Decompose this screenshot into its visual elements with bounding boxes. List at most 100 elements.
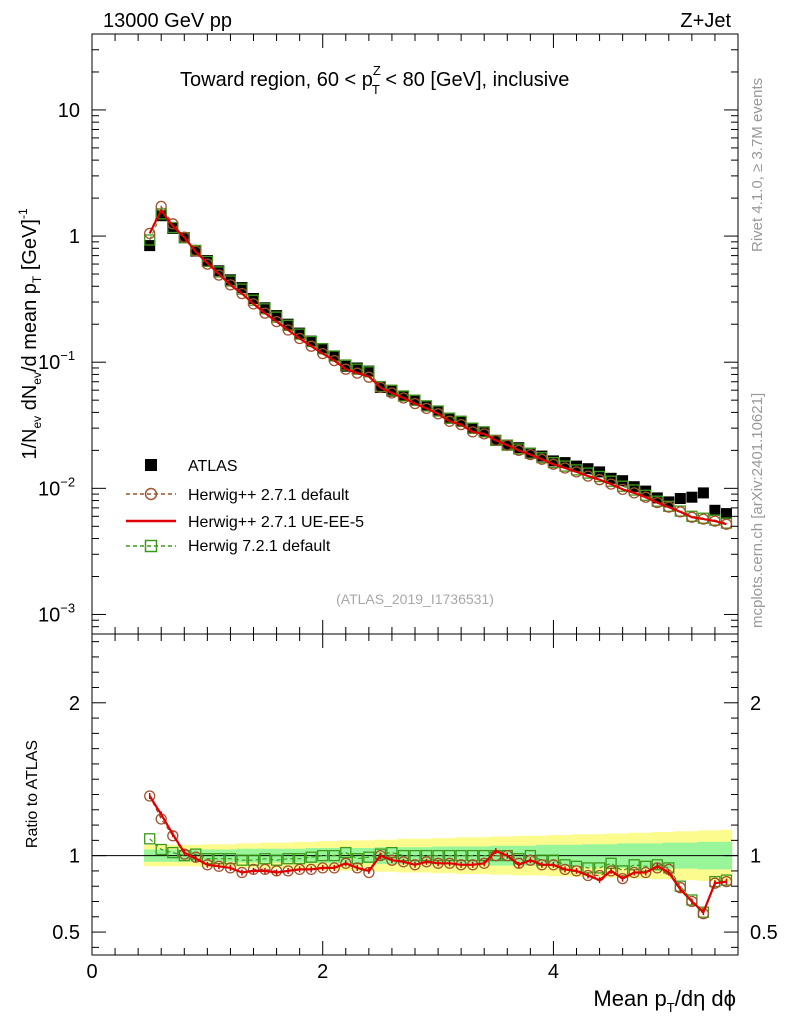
atlas-point (513, 442, 525, 454)
legend-marker-herwig271 (144, 487, 158, 501)
herwig271-point (305, 340, 317, 352)
herwig271-point (386, 387, 398, 399)
herwig721-point (167, 221, 179, 234)
atlas-point (721, 508, 732, 520)
herwig271-point (270, 315, 283, 328)
herwig271-point (524, 448, 537, 461)
atlas-point (524, 447, 536, 459)
ratio-herwig271-point (697, 908, 710, 920)
tick-label-base: 10 (38, 604, 60, 626)
x-axis-label: Mean pT/dη dϕ (593, 986, 736, 1015)
atlas-point (282, 318, 294, 330)
herwig271-point (282, 324, 294, 336)
herwig271-point (593, 474, 606, 486)
herwig271-point (190, 245, 202, 257)
atlas-point (432, 405, 444, 417)
herwig271-point (720, 518, 733, 530)
herwig271-point (628, 487, 640, 499)
herwig271-point (547, 458, 560, 470)
ratio-herwig271-point (501, 849, 513, 862)
herwig721-point (582, 467, 594, 479)
ratio-herwig721-point (340, 846, 352, 859)
herwig271-point (259, 307, 271, 319)
ratio-herwig721-point (467, 849, 479, 862)
atlas-point (271, 310, 283, 322)
ratio-herwig721-point (317, 849, 329, 862)
ratio-herwig271-point (674, 882, 686, 894)
atlas-point (455, 415, 467, 427)
ylabel-sup: -1 (16, 208, 30, 219)
ylabel-sub-2: ev (30, 372, 44, 385)
ratio-herwig721-point (282, 853, 294, 865)
atlas-point (697, 487, 709, 499)
plot-title-sup: Z (373, 63, 381, 78)
x-tick-label: 0 (86, 961, 97, 983)
ylabel-sub-3: T (30, 275, 44, 283)
herwig271-point (513, 444, 525, 457)
herwig271-point (201, 258, 214, 270)
herwig271-point (247, 298, 260, 310)
herwig271-point (490, 434, 502, 447)
tick-label-exponent: −3 (60, 600, 75, 615)
legend-label-ueee5: Herwig++ 2.7.1 UE-EE-5 (188, 514, 364, 531)
herwig271-point (293, 332, 306, 345)
ratio-y-tick-label-right: 0.5 (750, 922, 778, 944)
ratio-herwig721-point (363, 851, 375, 863)
ylabel-sub-1: ev (30, 416, 44, 429)
ratio-y-tick-label-right: 2 (750, 693, 761, 715)
atlas-point (236, 282, 248, 294)
ratio-plot-frame (91, 633, 739, 956)
atlas-point (409, 394, 421, 406)
ratio-herwig271-point (144, 790, 156, 802)
atlas-point (674, 493, 686, 504)
legend-marker-atlas (145, 459, 157, 471)
ratio-herwig271-point (409, 859, 421, 871)
main-y-axis-label: 1/Nev dNev/d mean pT [GeV]-1 (16, 208, 44, 460)
atlas-point (201, 255, 213, 266)
tick-label-base: 10 (58, 100, 80, 122)
ratio-herwig721-point (305, 851, 317, 863)
ylabel-part-3: /d mean p (19, 283, 41, 372)
herwig271-point (178, 231, 190, 243)
atlas-point (640, 485, 652, 497)
herwig721-point (455, 415, 467, 427)
atlas-point (467, 422, 479, 434)
atlas-point (605, 472, 617, 484)
atlas-point (571, 460, 582, 472)
legend-label-atlas: ATLAS (188, 458, 238, 475)
ratio-herwig271-point (340, 857, 352, 869)
plot-title-suffix: < 80 [GeV], inclusive (380, 69, 570, 91)
tick-label-base: 1 (69, 226, 80, 248)
herwig271-point (570, 466, 583, 478)
main-y-tick-label: 10−1 (38, 348, 75, 374)
herwig271-point (674, 506, 686, 518)
tick-label-base: 10 (38, 478, 60, 500)
tick-label-exponent: −1 (60, 348, 75, 363)
ylabel-part-2: dN (19, 385, 41, 416)
herwig271-point (317, 347, 329, 360)
ratio-herwig721-point (651, 859, 663, 871)
herwig271-point (363, 371, 375, 383)
header-energy-label: 13000 GeV pp (103, 10, 232, 32)
herwig271-point (236, 287, 248, 300)
analysis-watermark: (ATLAS_2019_I1736531) (336, 591, 494, 607)
herwig271-point (432, 408, 444, 420)
herwig271-point (224, 279, 237, 291)
plot-title: Toward region, 60 < pZ T < 80 [GeV], incl… (180, 63, 569, 97)
ratio-y-axis-label: Ratio to ATLAS (24, 740, 41, 848)
series-line-herwig271 (149, 205, 727, 525)
legend-label-herwig271: Herwig++ 2.7.1 default (188, 487, 350, 504)
atlas-point (536, 450, 548, 462)
main-y-tick-label: 10−3 (38, 600, 75, 626)
x-tick-label: 2 (317, 961, 328, 983)
herwig271-point (144, 227, 156, 240)
ratio-y-tick-label-left: 0.5 (52, 922, 80, 944)
atlas-point (478, 426, 490, 438)
ratio-herwig271-point (247, 863, 260, 876)
ratio-herwig271-point (351, 862, 363, 874)
atlas-point (686, 491, 698, 503)
herwig721-point (213, 266, 225, 278)
tick-label-exponent: −2 (60, 474, 75, 489)
ratio-herwig271-point (363, 866, 375, 879)
herwig721-point (144, 234, 156, 246)
